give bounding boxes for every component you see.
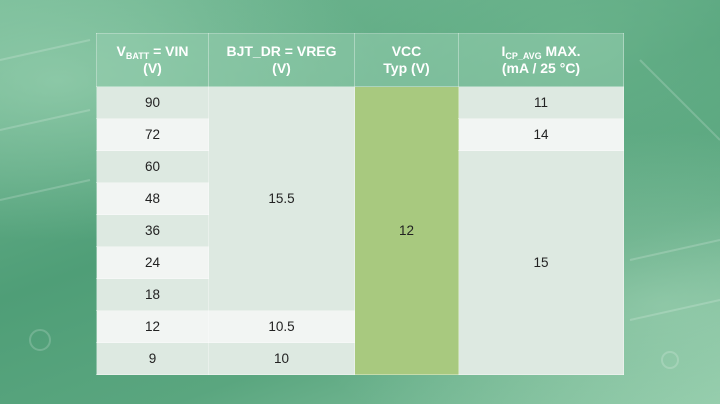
vin-cell: 9: [96, 342, 209, 375]
table-row: 36: [96, 214, 624, 247]
vin-cell: 90: [96, 86, 209, 119]
bjt-cell: 10.5: [208, 310, 355, 343]
header-icp-unit: (mA / 25 °C): [501, 60, 581, 76]
table-row: 12 10.5: [96, 310, 624, 343]
header-icp-avg: ICP_AVG MAX. (mA / 25 °C): [458, 33, 624, 87]
vin-cell: 60: [96, 150, 209, 183]
vin-cell: 48: [96, 182, 209, 215]
header-row: VBATT = VIN (V) BJT_DR = VREG (V) VCC Ty…: [96, 33, 624, 87]
vin-cell: 18: [96, 278, 209, 311]
bjt-cell: 10: [208, 342, 355, 375]
bjt-cell: 15.5: [208, 86, 355, 311]
vin-cell: 12: [96, 310, 209, 343]
table-row: 60 15: [96, 150, 624, 375]
header-icp-symbol: I: [501, 43, 506, 59]
header-vbatt-subscript: BATT: [125, 51, 150, 61]
vcc-cell: 12: [354, 86, 459, 375]
table-row: 72 14: [96, 118, 624, 151]
header-bjt-label: BJT_DR = VREG: [226, 43, 337, 59]
header-vbatt-rest: = VIN: [149, 43, 189, 59]
vin-cell: 72: [96, 118, 209, 151]
header-vbatt-vin: VBATT = VIN (V): [96, 33, 209, 87]
header-bjt-vreg: BJT_DR = VREG (V): [208, 33, 355, 87]
header-icp-subscript: CP_AVG: [505, 51, 542, 61]
table-row: 9 10: [96, 342, 624, 375]
header-bjt-unit: (V): [272, 60, 291, 76]
header-vcc-unit: Typ (V): [383, 60, 430, 76]
header-vbatt-unit: (V): [143, 60, 162, 76]
table-row: 90 15.5 12 11: [96, 86, 624, 375]
header-vcc-label: VCC: [391, 43, 422, 59]
vin-cell: 36: [96, 214, 209, 247]
icp-cell: 15: [458, 150, 624, 375]
icp-cell: 14: [458, 118, 624, 151]
table-row: 24: [96, 246, 624, 279]
header-vcc: VCC Typ (V): [354, 33, 459, 87]
header-vbatt-symbol: V: [116, 43, 126, 59]
vin-cell: 24: [96, 246, 209, 279]
specs-table: VBATT = VIN (V) BJT_DR = VREG (V) VCC Ty…: [96, 33, 624, 375]
table-row: 18: [96, 278, 624, 311]
table-row: 48: [96, 182, 624, 215]
icp-cell: 11: [458, 86, 624, 119]
header-icp-rest: MAX.: [541, 43, 581, 59]
